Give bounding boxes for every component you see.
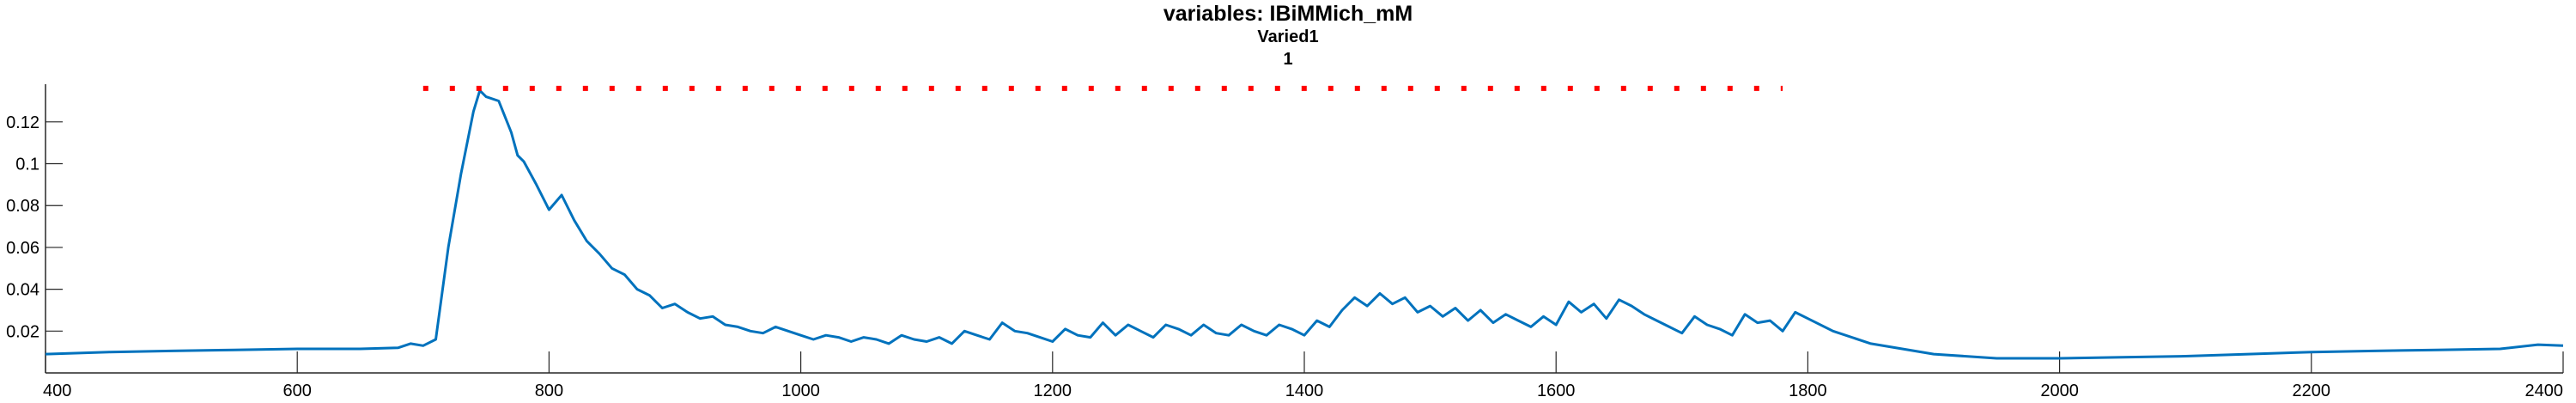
x-tick-label: 2000 [2040,382,2079,400]
x-tick-label: 1000 [781,382,820,400]
y-tick-label: 0.06 [6,239,39,258]
x-tick-label: 800 [535,382,563,400]
x-tick-label: 400 [43,382,71,400]
y-axis-ticks: 0.02 0.04 0.06 0.08 0.1 0.12 [6,113,63,341]
x-axis-ticks: 400 600 800 1000 1200 1400 1600 1800 2000 2200 240… [43,351,2564,400]
x-tick-label: 1200 [1034,382,1072,400]
y-tick-label: 0.08 [6,197,39,216]
data-series-line [45,89,2564,360]
y-tick-label: 0.1 [15,156,39,174]
x-tick-label: 2200 [2293,382,2331,400]
x-tick-label: 600 [283,382,312,400]
chart-title: variables: IBiMMich_mM [1163,2,1413,26]
chart-subtitle-line-2: 1 [1283,50,1293,69]
y-tick-label: 0.02 [6,322,39,341]
x-tick-label: 1600 [1537,382,1576,400]
chart-axes [45,84,2563,374]
y-tick-label: 0.04 [6,281,39,300]
chart-series [45,85,2564,360]
x-tick-label: 1400 [1285,382,1324,400]
x-tick-label: 2400 [2525,382,2564,400]
x-tick-label: 1800 [1789,382,1827,400]
chart-subtitle-line-1: Varied1 [1257,27,1319,46]
y-tick-label: 0.12 [6,113,39,132]
